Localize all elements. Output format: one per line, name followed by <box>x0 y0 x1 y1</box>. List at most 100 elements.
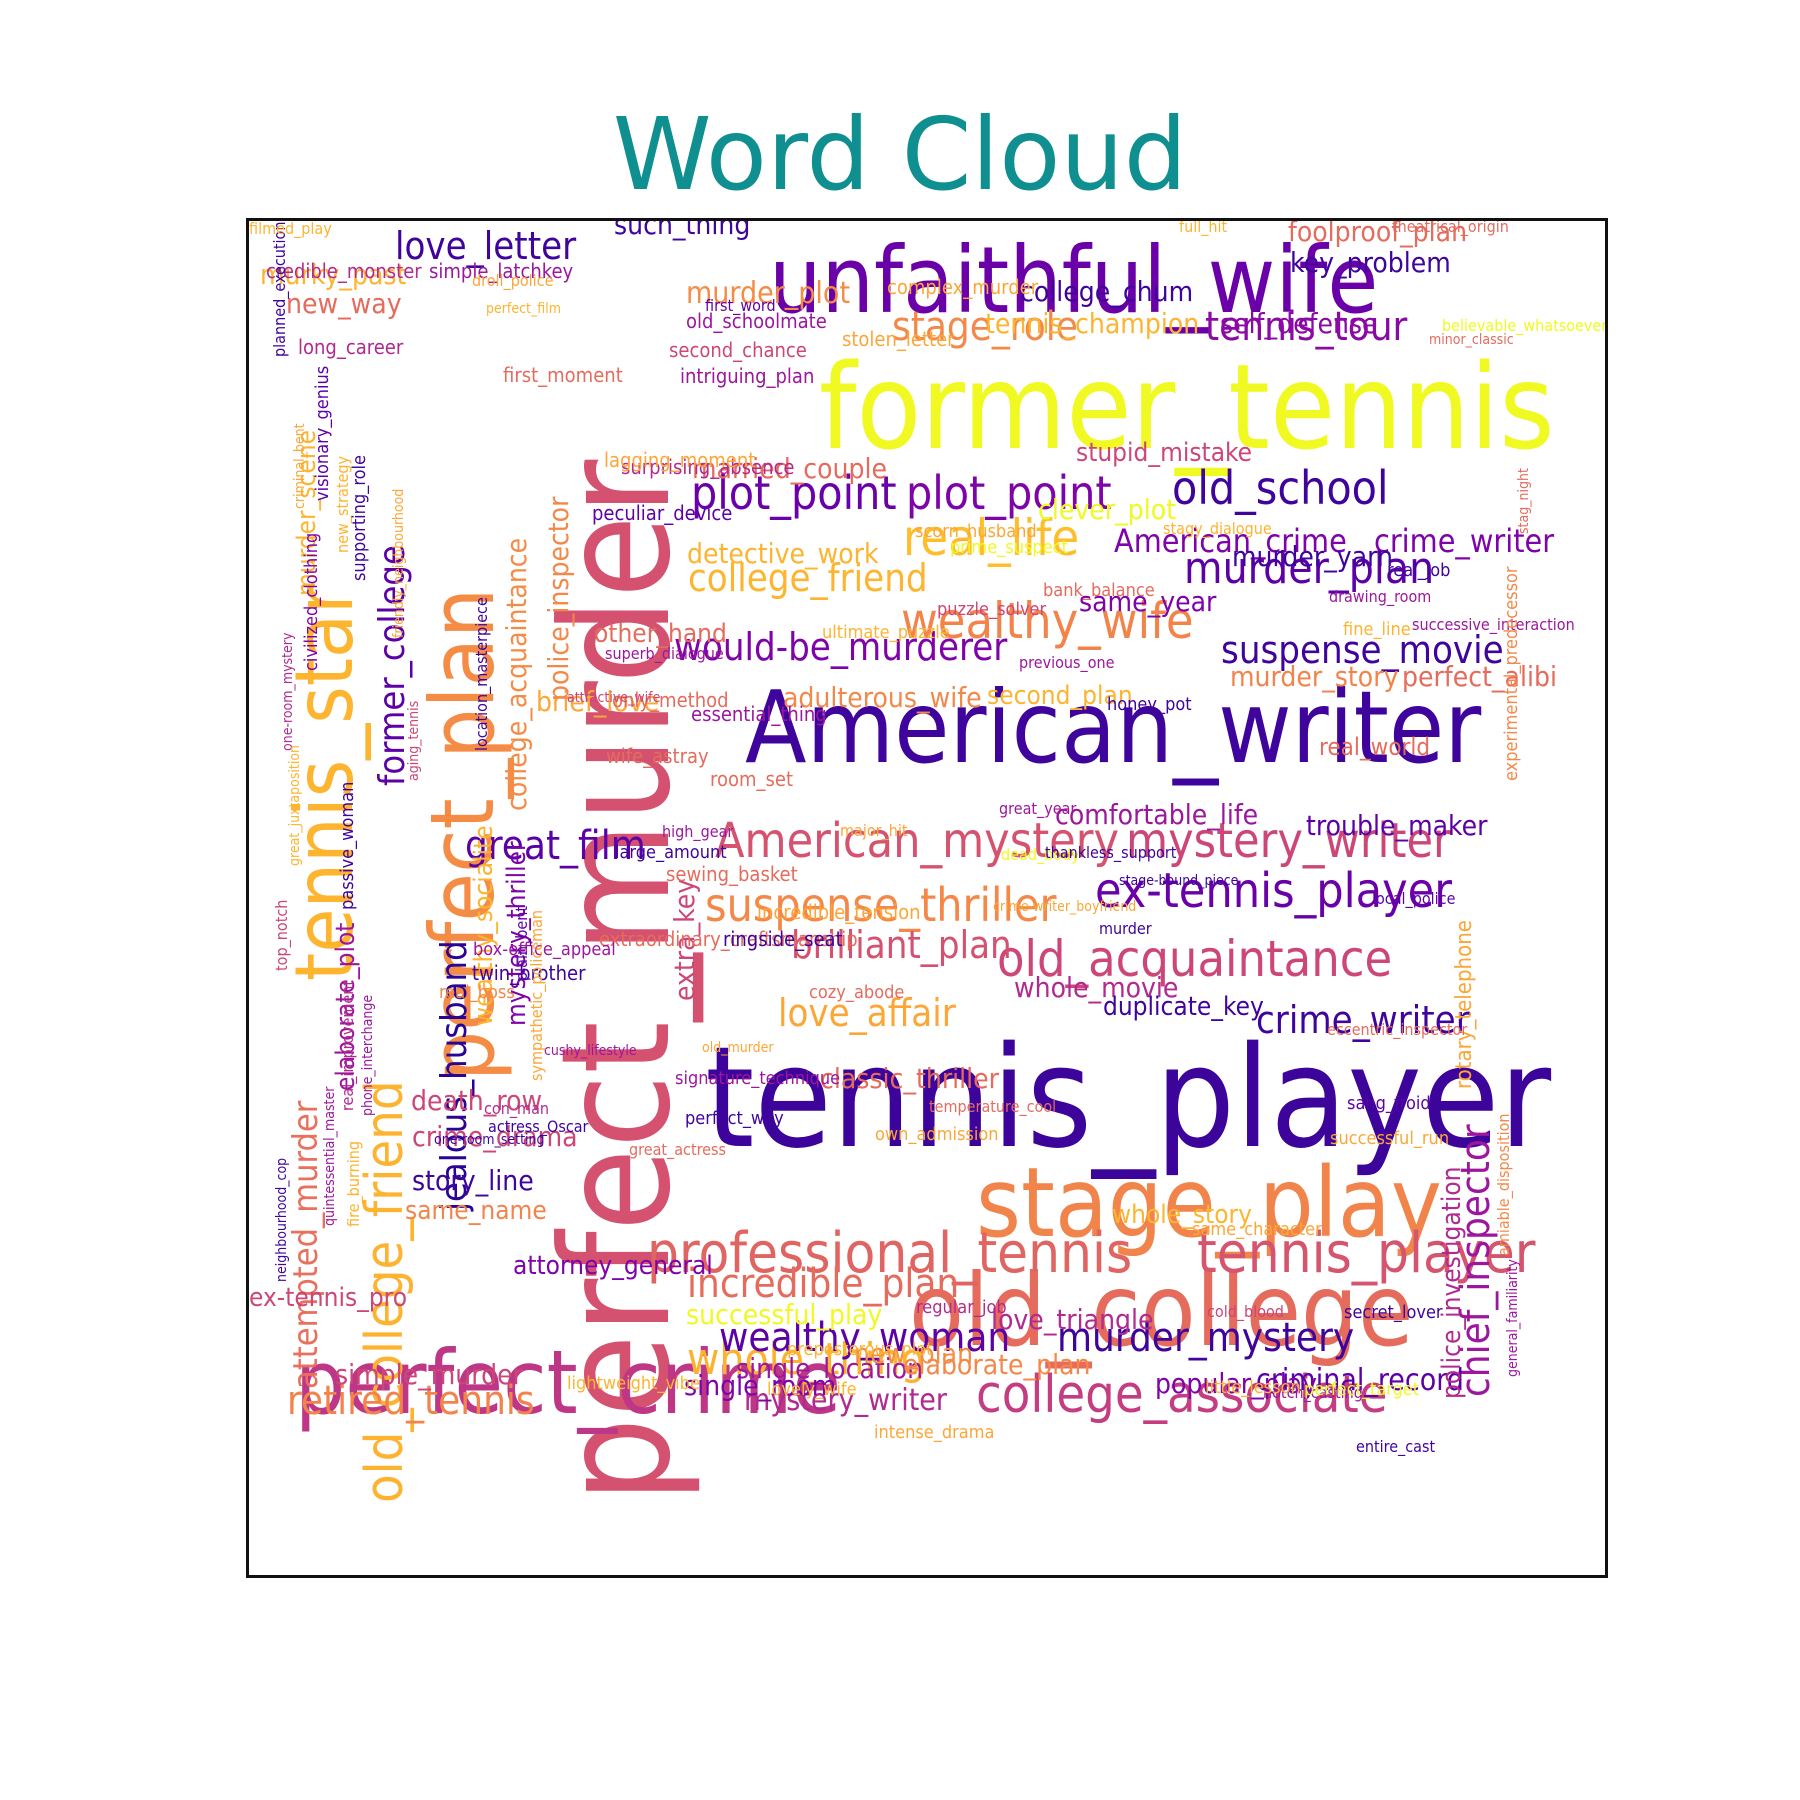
cloud-word: suspense_movie <box>1221 628 1504 672</box>
cloud-word: planned_execution <box>270 221 289 357</box>
cloud-word: sang_froid <box>1347 1093 1431 1114</box>
cloud-word: married_couple <box>692 452 888 485</box>
cloud-word: tennis_player <box>705 1017 1552 1180</box>
cloud-word: murder_yarn <box>1232 540 1393 573</box>
cloud-word: real_life <box>903 509 1080 567</box>
cloud-word: filmed_play <box>249 219 332 238</box>
cloud-word: clever_plot <box>1038 493 1176 526</box>
cloud-word: entire_cast <box>1356 1437 1436 1456</box>
cloud-word: police_inspector <box>542 496 575 701</box>
cloud-word: popular_play <box>1155 1367 1318 1400</box>
cloud-word: successive_interaction <box>1412 615 1575 634</box>
cloud-word: simple_murder <box>335 1358 523 1391</box>
cloud-word: bank_balance <box>1043 580 1155 601</box>
cloud-word: former_tennis <box>819 338 1555 476</box>
cloud-word: suspense_thriller <box>705 878 1057 932</box>
cloud-word: murder_story <box>1230 660 1399 693</box>
cloud-word: supporting_role <box>349 455 370 581</box>
cloud-word: incredible_plan <box>687 1261 960 1307</box>
cloud-word: new_plan <box>854 1337 974 1370</box>
cloud-word: love_triangle <box>991 1303 1154 1336</box>
cloud-word: notch_casting <box>1263 1383 1363 1402</box>
cloud-word: brief_love <box>536 685 660 718</box>
cloud-word: minor_classic <box>1429 332 1514 348</box>
cloud-word: old_acquaintance <box>997 930 1393 988</box>
cloud-word: theatrical_origin <box>1392 218 1509 236</box>
cloud-word: great_film <box>465 823 646 869</box>
cloud-word: elaborate_plan <box>903 1348 1091 1381</box>
cloud-word: friendly_neighbourhood <box>391 488 407 638</box>
cloud-word: dead_body <box>1001 845 1080 864</box>
cloud-word: major_hit <box>840 821 908 840</box>
cloud-word: classic_thriller <box>820 1062 1000 1095</box>
cloud-word: stag_night <box>1516 468 1532 534</box>
cloud-word: rotary_telephone <box>1452 920 1477 1089</box>
cloud-word: sewing_basket <box>666 862 798 886</box>
cloud-word: attempted_murder <box>286 1100 326 1389</box>
cloud-word: tennis_champion <box>985 307 1200 340</box>
cloud-word: old_college <box>909 1252 1414 1369</box>
cloud-word: secret_lover <box>1344 1302 1443 1323</box>
cloud-word: such_thing <box>614 218 751 241</box>
cloud-word: comfortable_life <box>1055 798 1259 831</box>
cloud-word: college_friend <box>688 556 928 600</box>
cloud-word: prime_suspect <box>950 537 1068 558</box>
cloud-word: high_gear <box>662 822 734 841</box>
cloud-word: cozy_abode <box>809 982 905 1003</box>
cloud-word: little_lesson <box>1205 1377 1301 1398</box>
cloud-word: real_job <box>1387 560 1451 581</box>
cloud-word: ex-tennis_pro <box>249 1283 408 1313</box>
cloud-word: stage_role <box>892 304 1078 350</box>
cloud-word: con_man <box>484 1099 550 1118</box>
cloud-word: lagging_moment <box>604 448 756 472</box>
cloud-word: plot_point <box>691 466 897 520</box>
cloud-word: old_schoolmate <box>686 309 827 333</box>
cloud-word: neighbourhood_cop <box>274 1157 290 1282</box>
cloud-word: simple_latchkey <box>429 259 574 283</box>
cloud-word: duplicate_key <box>1103 992 1264 1022</box>
cloud-word: college_chum <box>1020 275 1194 308</box>
cloud-word: new_way <box>286 287 402 320</box>
cloud-word: real_world <box>1319 733 1431 761</box>
cloud-word: great_actress <box>629 1140 727 1159</box>
cloud-word: lightweight_vibe <box>567 1373 700 1394</box>
cloud-word: murder <box>1099 919 1152 938</box>
cloud-word: criminal_record <box>1256 1363 1464 1398</box>
cloud-word: American_writer <box>745 669 1482 786</box>
cloud-word: complex_murder <box>887 275 1039 299</box>
cloud-word: previous_one <box>1019 653 1115 672</box>
cloud-word: only_method <box>612 688 729 712</box>
cloud-word: same_name <box>405 1196 547 1226</box>
cloud-word: crime_writer <box>1256 998 1470 1042</box>
cloud-word: wealthy_woman <box>719 1315 1011 1361</box>
cloud-word: fire_burning <box>344 1141 363 1227</box>
cloud-word: thankless_support <box>1045 843 1177 862</box>
cloud-word: cushy_lifestyle <box>544 1043 637 1059</box>
cloud-word: mystery_writer <box>1126 813 1451 869</box>
cloud-word: civilized_clothing <box>301 532 322 671</box>
cloud-word: American_crime <box>1114 522 1347 560</box>
cloud-word: temperature_cool <box>929 1097 1057 1116</box>
cloud-word: successful_run <box>1330 1128 1450 1149</box>
cloud-word: superb_dialogue <box>605 644 724 663</box>
cloud-word: essential_thing <box>691 702 827 726</box>
cloud-word: scorn_husband <box>915 521 1037 542</box>
cloud-word: college_associate <box>976 1365 1388 1425</box>
cloud-word: preposterous_plot <box>787 1339 933 1360</box>
cloud-word: old_school <box>1172 461 1389 515</box>
cloud-word: perfect_film <box>486 301 561 317</box>
cloud-word: crime_drama <box>412 1120 578 1153</box>
cloud-word: sympathetic_policeman <box>527 909 546 1081</box>
cloud-word: murder_plan <box>1184 543 1435 594</box>
cloud-word: single_room <box>684 1369 837 1402</box>
cloud-word: first_moment <box>503 363 623 387</box>
cloud-word: drawing_room <box>1329 587 1432 606</box>
cloud-word: police_investigation <box>1437 1166 1467 1399</box>
cloud-word: location_masterpiece <box>472 597 491 751</box>
cloud-word: old_murder <box>702 1040 774 1056</box>
cloud-word: stupid_mistake <box>1076 438 1253 468</box>
cloud-word: retired_tennis <box>287 1378 535 1424</box>
cloud-word: plot_point <box>906 466 1112 520</box>
cloud-word: lovely_wife <box>767 1379 857 1400</box>
cloud-word: adulterous_wife <box>783 681 982 714</box>
